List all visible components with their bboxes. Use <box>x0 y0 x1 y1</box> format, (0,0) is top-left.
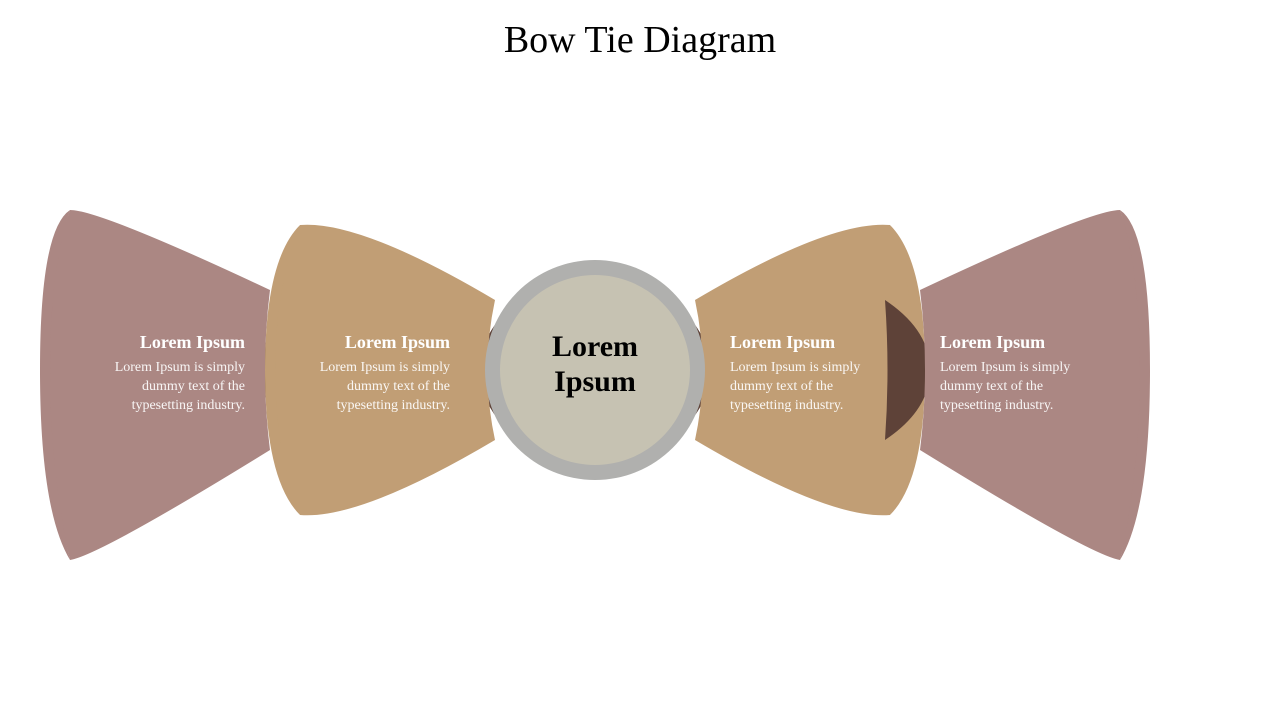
wing-body: Lorem Ipsum is simply dummy text of the … <box>85 359 245 416</box>
wing-right-inner-text: Lorem Ipsum Lorem Ipsum is simply dummy … <box>730 332 880 416</box>
wing-heading: Lorem Ipsum <box>300 332 450 353</box>
wing-right-outer-text: Lorem Ipsum Lorem Ipsum is simply dummy … <box>940 332 1100 416</box>
wing-left-outer-text: Lorem Ipsum Lorem Ipsum is simply dummy … <box>85 332 245 416</box>
wing-body: Lorem Ipsum is simply dummy text of the … <box>730 359 880 416</box>
wing-heading: Lorem Ipsum <box>940 332 1100 353</box>
wing-heading: Lorem Ipsum <box>85 332 245 353</box>
wing-left-inner-text: Lorem Ipsum Lorem Ipsum is simply dummy … <box>300 332 450 416</box>
center-label: Lorem Ipsum <box>510 330 680 399</box>
wing-body: Lorem Ipsum is simply dummy text of the … <box>300 359 450 416</box>
wing-heading: Lorem Ipsum <box>730 332 880 353</box>
wing-body: Lorem Ipsum is simply dummy text of the … <box>940 359 1100 416</box>
